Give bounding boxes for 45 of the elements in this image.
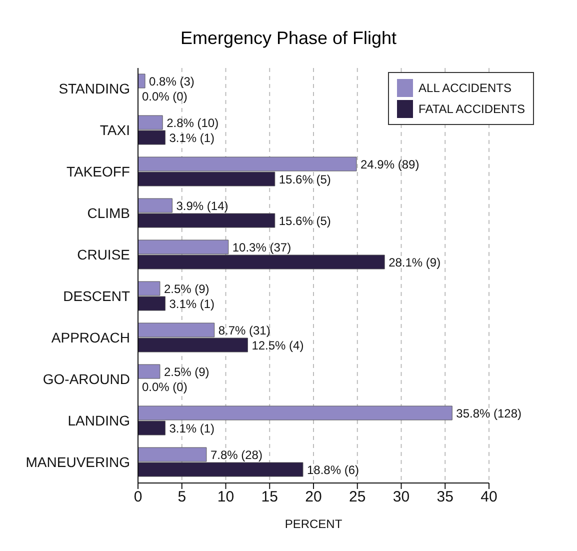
data-label: 3.1% (1) xyxy=(169,296,215,311)
x-tick-label: 10 xyxy=(217,488,234,506)
x-tick-label: 35 xyxy=(436,488,454,506)
x-tick-label: 5 xyxy=(178,488,186,506)
data-label: 12.5% (4) xyxy=(252,338,304,352)
data-label: 28.1% (9) xyxy=(388,255,441,270)
data-label: 10.3% (37) xyxy=(232,240,292,254)
legend-label: FATAL ACCIDENTS xyxy=(418,101,525,118)
y-tick-label: CLIMB xyxy=(87,205,130,222)
data-label: 2.8% (10) xyxy=(166,116,219,130)
x-axis-title: PERCENT xyxy=(284,517,343,531)
data-label: 0.0% (0) xyxy=(142,89,188,104)
x-tick-label: 30 xyxy=(392,488,410,506)
data-label: 3.1% (1) xyxy=(169,421,215,436)
bar xyxy=(138,74,146,88)
data-label: 3.9% (14) xyxy=(176,198,228,213)
y-tick-label: LANDING xyxy=(68,412,130,429)
x-tick-label: 0 xyxy=(134,488,142,506)
legend-label: ALL ACCIDENTS xyxy=(418,80,512,97)
data-label: 2.5% (9) xyxy=(164,364,210,379)
y-tick-label: DESCENT xyxy=(63,288,130,304)
data-label: 0.8% (3) xyxy=(149,74,194,88)
data-label: 35.8% (128) xyxy=(456,406,522,420)
y-tick-label: CRUISE xyxy=(77,246,130,263)
x-tick-label: 40 xyxy=(480,488,498,506)
y-tick-label: APPROACH xyxy=(51,330,130,346)
data-label: 2.5% (9) xyxy=(164,282,210,296)
data-label: 18.8% (6) xyxy=(306,462,359,477)
data-label: 15.6% (5) xyxy=(278,172,331,186)
x-tick-label: 20 xyxy=(305,488,322,506)
data-label: 8.7% (31) xyxy=(218,323,270,338)
y-tick-label: TAXI xyxy=(100,122,130,138)
data-label: 24.9% (89) xyxy=(360,157,420,172)
y-tick-label: STANDING xyxy=(58,80,130,97)
data-label: 7.8% (28) xyxy=(210,448,262,462)
data-label: 3.1% (1) xyxy=(169,130,215,145)
data-label: 15.6% (5) xyxy=(278,214,331,228)
chart-title: Emergency Phase of Flight xyxy=(179,27,398,50)
data-label: 0.0% (0) xyxy=(142,380,188,394)
x-tick-label: 15 xyxy=(261,488,278,506)
y-tick-label: GO-AROUND xyxy=(42,371,130,388)
bar xyxy=(138,364,160,379)
y-tick-label: TAKEOFF xyxy=(66,164,130,180)
y-tick-label: MANEUVERING xyxy=(26,454,130,470)
x-tick-label: 25 xyxy=(349,488,366,506)
